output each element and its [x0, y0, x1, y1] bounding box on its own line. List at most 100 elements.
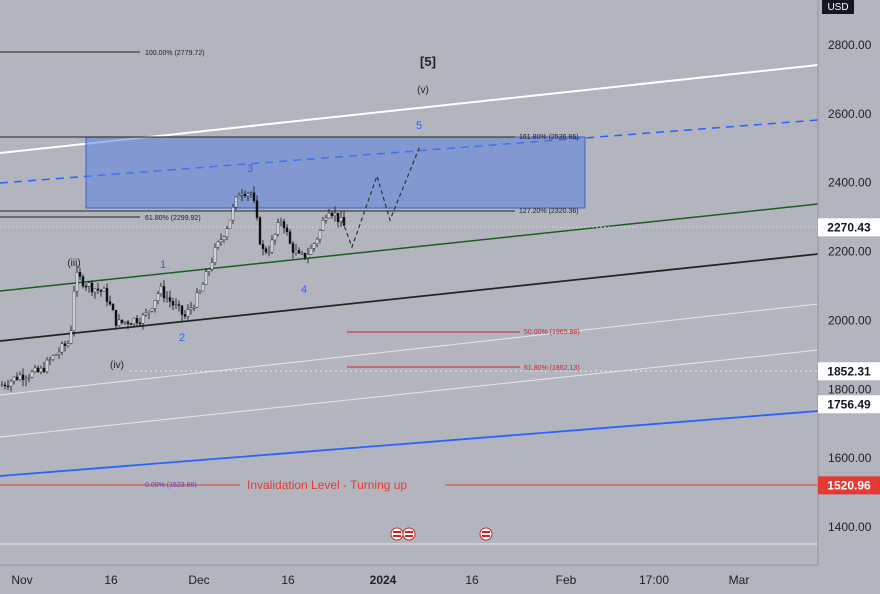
candle-body [57, 351, 61, 355]
candle-body [204, 271, 208, 285]
candle-body [144, 312, 148, 316]
candle-body [252, 192, 256, 201]
price-badge[interactable] [818, 395, 880, 414]
price-badge-label: 1756.49 [827, 397, 871, 411]
candle-body [39, 367, 43, 373]
channel-white-mid[interactable] [0, 303, 819, 396]
candle-body [165, 297, 169, 299]
candle-body [303, 252, 307, 258]
price-axis[interactable] [818, 0, 880, 565]
candle-body [312, 243, 316, 249]
candle-body [189, 307, 193, 310]
time-label-feb: Feb [556, 573, 577, 587]
candle-body [327, 212, 331, 219]
fib-label-618-upper: 61.80% (2299.92) [145, 215, 201, 222]
candle-body [294, 250, 298, 253]
candle-body [147, 310, 151, 314]
candle-body [0, 384, 4, 387]
price-badge[interactable] [818, 362, 880, 381]
projected-wave-path[interactable] [341, 145, 421, 249]
currency-label: USD [827, 2, 848, 13]
candle-body [45, 359, 49, 373]
candle-body [90, 282, 94, 293]
channel-green[interactable] [0, 203, 819, 292]
candle-body [72, 290, 76, 331]
candle-body [276, 222, 280, 235]
candle-body [273, 234, 277, 241]
candle-body [333, 212, 337, 216]
candle-body [123, 321, 127, 324]
time-label-2024: 2024 [370, 573, 397, 587]
candle-body [117, 319, 121, 326]
candle-body [36, 367, 40, 373]
candle-body [315, 238, 319, 244]
time-axis[interactable] [0, 565, 880, 589]
price-badge-label: 2270.43 [827, 220, 871, 234]
candle-body [87, 282, 91, 287]
candle-body [99, 289, 103, 292]
price-badges: 2270.43 1852.31 1756.49 1520.96 [818, 218, 880, 495]
candle-body [225, 228, 229, 237]
candle-body [297, 250, 301, 254]
candle-body [336, 212, 340, 223]
candle-body [201, 284, 205, 292]
candle-body [69, 330, 73, 344]
candle-body [105, 288, 109, 302]
fib-label-100: 100.00% (2779.72) [145, 50, 205, 57]
candle-body [249, 192, 253, 195]
candle-body [126, 321, 130, 324]
candle-body [21, 374, 25, 380]
candle-body [318, 229, 322, 240]
candle-body [27, 376, 31, 379]
candlestick-series[interactable] [0, 186, 346, 392]
time-label-nov-16: 16 [104, 573, 118, 587]
candle-body [75, 272, 79, 292]
channel-blue-lower[interactable] [0, 410, 819, 477]
fib-label-0: 0.00% (1523.69) [145, 482, 197, 489]
candle-body [228, 219, 232, 229]
invalidation-label[interactable]: Invalidation Level - Turning up [247, 478, 407, 492]
candle-body [291, 243, 295, 253]
candle-body [207, 269, 211, 272]
candle-body [60, 343, 64, 353]
wave-label-iv: (iv) [110, 360, 124, 371]
candle-body [18, 374, 22, 380]
candle-body [63, 343, 67, 346]
fib-label-618-lower: 61.80% (1862.13) [524, 365, 580, 372]
candle-body [255, 200, 259, 218]
currency-badge[interactable] [822, 0, 854, 14]
channel-white-low[interactable] [0, 349, 819, 438]
candle-body [156, 293, 160, 301]
price-tick-label: 2600.00 [828, 107, 872, 121]
channel-black[interactable] [0, 253, 819, 342]
candle-body [267, 251, 271, 254]
us-flag-event-icon[interactable] [390, 527, 404, 541]
candle-body [42, 367, 46, 373]
wave-label-iii: (iii) [67, 258, 80, 269]
candle-body [243, 193, 247, 197]
us-flag-event-icon[interactable] [479, 527, 493, 541]
wave-label-3: 3 [247, 163, 253, 175]
price-badge[interactable] [818, 218, 880, 237]
candle-body [195, 292, 199, 308]
candle-body [24, 378, 28, 380]
time-label-nov: Nov [11, 573, 32, 587]
wave-label-2: 2 [179, 332, 185, 344]
candle-body [210, 262, 214, 270]
candle-body [198, 290, 202, 293]
candle-body [3, 384, 7, 387]
us-flag-event-icon[interactable] [402, 527, 416, 541]
candle-body [258, 217, 262, 245]
candle-body [279, 221, 283, 223]
candle-body [135, 318, 139, 324]
price-badge[interactable] [818, 476, 880, 495]
candle-body [270, 239, 274, 253]
candle-body [114, 309, 118, 326]
target-zone-box[interactable] [85, 136, 586, 209]
candle-body [81, 276, 85, 287]
candle-body [138, 322, 142, 325]
candle-body [93, 288, 97, 293]
candle-body [78, 272, 82, 277]
